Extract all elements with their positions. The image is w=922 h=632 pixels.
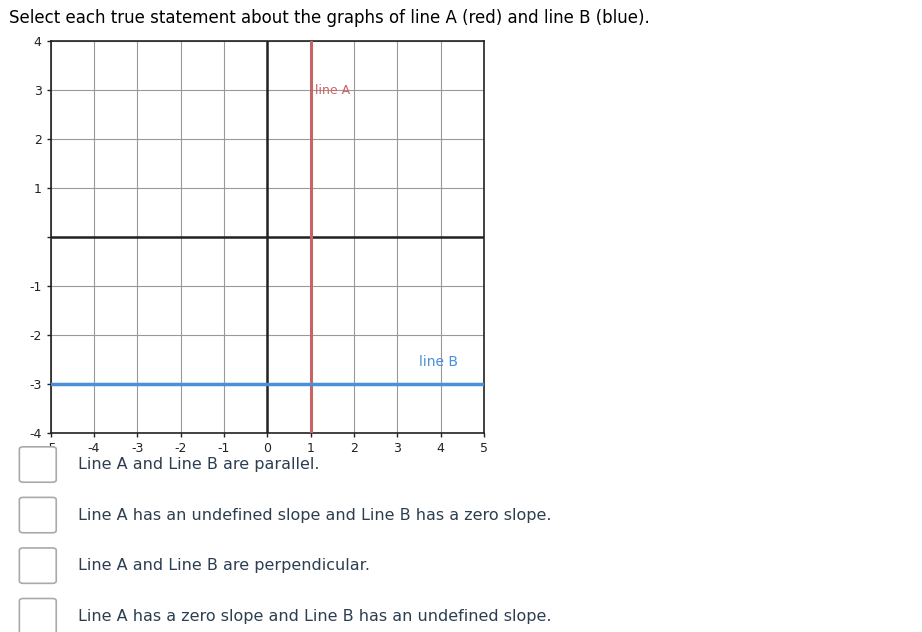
Text: line B: line B [419, 355, 458, 369]
Text: Line A has an undefined slope and Line B has a zero slope.: Line A has an undefined slope and Line B… [78, 507, 552, 523]
Text: Line A has a zero slope and Line B has an undefined slope.: Line A has a zero slope and Line B has a… [78, 609, 552, 624]
Text: line A: line A [315, 83, 350, 97]
Text: Line A and Line B are perpendicular.: Line A and Line B are perpendicular. [78, 558, 371, 573]
Text: Select each true statement about the graphs of line A (red) and line B (blue).: Select each true statement about the gra… [9, 9, 650, 27]
Text: Line A and Line B are parallel.: Line A and Line B are parallel. [78, 457, 320, 472]
